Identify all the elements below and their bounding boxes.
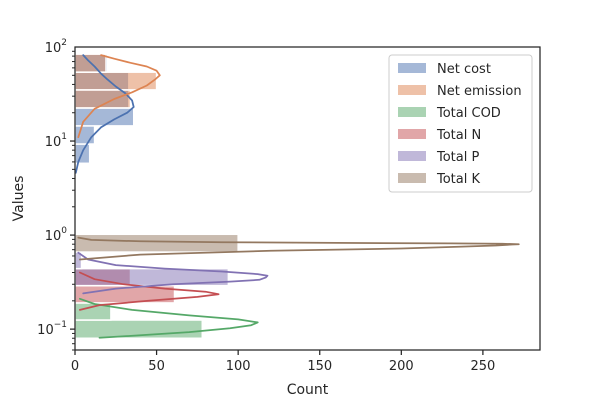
legend-swatch-5 xyxy=(398,173,426,183)
y-axis-ticks: 10−1 100 101 102 xyxy=(37,38,75,351)
legend-swatch-1 xyxy=(398,85,426,95)
legend-swatch-4 xyxy=(398,151,426,161)
y-tick-label-0: 10−1 xyxy=(37,320,67,338)
x-axis-label: Count xyxy=(287,382,329,398)
y-tick-label-2: 101 xyxy=(45,132,67,150)
legend-swatch-3 xyxy=(398,129,426,139)
bar-0-2 xyxy=(74,107,135,127)
kde-line-5 xyxy=(77,236,520,261)
legend-label-0: Net cost xyxy=(437,62,491,77)
legend-swatch-0 xyxy=(398,63,426,73)
kde-curves xyxy=(74,54,520,339)
kde-line-2 xyxy=(79,297,259,339)
legend: Net cost Net emission Total COD Total N Tota… xyxy=(388,54,533,193)
y-tick-label-1: 100 xyxy=(45,226,68,244)
kde-line-1 xyxy=(77,54,161,139)
x-tick-label-1: 50 xyxy=(148,359,165,374)
legend-label-2: Total COD xyxy=(436,106,501,121)
legend-label-1: Net emission xyxy=(437,84,522,99)
legend-swatch-2 xyxy=(398,107,426,117)
bar-5-0 xyxy=(74,233,239,253)
x-axis-ticks: 0 50 100 150 200 250 xyxy=(71,350,495,374)
kde-line-0 xyxy=(74,54,135,174)
kde-line-3 xyxy=(79,271,220,311)
plot-frame xyxy=(74,46,541,351)
y-tick-label-3: 102 xyxy=(45,38,67,56)
legend-label-3: Total N xyxy=(436,128,481,143)
bar-0-1 xyxy=(74,125,96,145)
x-tick-label-3: 150 xyxy=(307,359,332,374)
x-tick-label-0: 0 xyxy=(71,359,79,374)
x-tick-label-5: 250 xyxy=(470,359,495,374)
x-tick-label-2: 100 xyxy=(226,359,251,374)
x-tick-label-4: 200 xyxy=(389,359,414,374)
y-axis-label: Values xyxy=(11,176,27,222)
kde-line-4 xyxy=(77,251,269,295)
legend-label-4: Total P xyxy=(436,150,479,165)
legend-label-5: Total K xyxy=(436,172,480,187)
